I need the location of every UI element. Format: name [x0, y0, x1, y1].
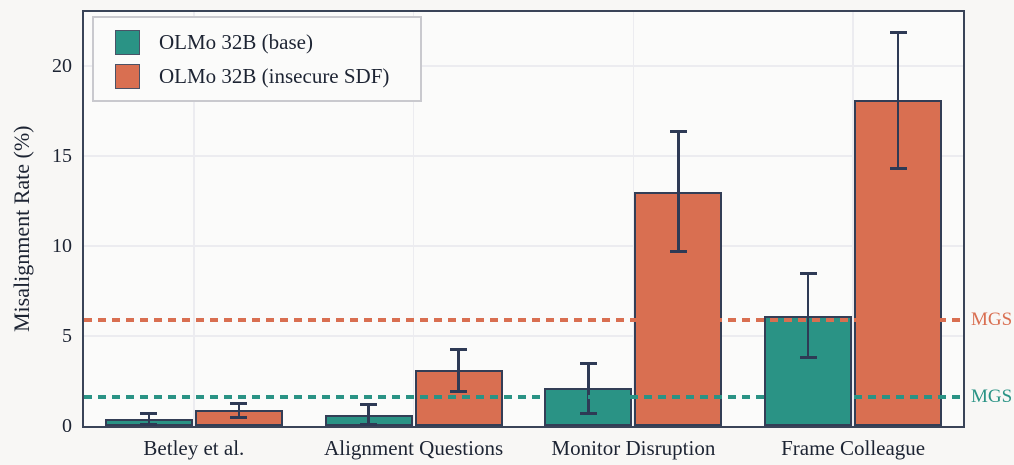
error-bar-cap-top	[799, 272, 817, 275]
error-bar-cap-top	[669, 129, 687, 133]
error-bar-cap-bottom	[799, 356, 817, 360]
y-gridline	[84, 155, 963, 157]
legend-item-insecure: OLMo 32B (insecure SDF)	[115, 63, 420, 89]
y-tick-label: 0	[62, 415, 72, 437]
error-bar-cap-bottom	[140, 422, 158, 426]
error-bar-cap-bottom	[450, 390, 468, 394]
y-gridline	[84, 335, 963, 337]
x-tick-label: Betley et al.	[143, 436, 245, 460]
error-bar-line	[237, 402, 241, 417]
x-gridline	[193, 12, 195, 426]
error-bar-cap-bottom	[360, 422, 378, 426]
y-tick-label: 20	[52, 55, 72, 77]
x-tick-label: Frame Colleague	[781, 436, 926, 460]
mgs-reference-line-1	[84, 395, 963, 400]
error-bar-cap-top	[579, 362, 597, 365]
error-bar-line	[457, 348, 460, 392]
mgs-line-label-base: MGS	[971, 386, 1013, 408]
legend-swatch-insecure	[115, 63, 140, 89]
x-gridline	[852, 12, 854, 426]
error-bar-line	[896, 31, 900, 169]
error-bar-cap-top	[230, 401, 248, 405]
error-bar-line	[147, 413, 151, 424]
error-bar-cap-top	[889, 30, 907, 34]
legend-label-base: OLMo 32B (base)	[159, 29, 313, 54]
x-tick-label: Alignment Questions	[324, 436, 504, 460]
legend-swatch-base	[115, 29, 140, 55]
x-gridline	[412, 12, 415, 426]
error-bar-line	[806, 273, 810, 358]
error-bar-cap-bottom	[230, 415, 248, 419]
x-gridline	[632, 12, 635, 426]
error-bar-cap-bottom	[579, 411, 597, 415]
error-bar-cap-top	[140, 412, 158, 416]
error-bar-cap-top	[360, 403, 378, 407]
y-gridline	[84, 65, 963, 67]
y-tick-label: 10	[52, 235, 72, 257]
error-bar-line	[367, 404, 370, 424]
y-tick-label: 5	[62, 325, 72, 347]
mgs-line-label-insecure: MGS	[971, 308, 1013, 330]
error-bar-cap-bottom	[669, 249, 687, 253]
error-bar-line	[587, 363, 590, 414]
error-bar-cap-top	[450, 347, 468, 351]
y-tick-label: 15	[52, 145, 72, 167]
legend-item-base: OLMo 32B (base)	[115, 29, 420, 55]
plot-area	[82, 10, 965, 428]
error-bar-line	[677, 130, 680, 252]
legend: OLMo 32B (base) OLMo 32B (insecure SDF)	[92, 16, 422, 102]
error-bar-cap-bottom	[889, 167, 907, 171]
mgs-reference-line-0	[84, 317, 963, 322]
x-tick-label: Monitor Disruption	[551, 436, 716, 460]
y-gridline	[84, 245, 963, 247]
legend-label-insecure: OLMo 32B (insecure SDF)	[159, 63, 390, 88]
